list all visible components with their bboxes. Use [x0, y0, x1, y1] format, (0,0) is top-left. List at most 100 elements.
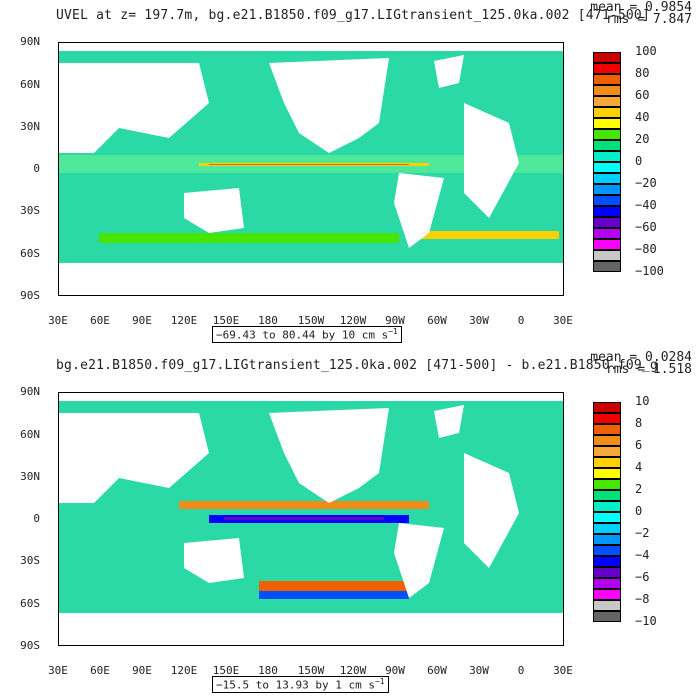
y-tick: 60S — [20, 597, 40, 610]
unit-exponent: −1 — [388, 327, 398, 336]
colorbar-swatch — [593, 402, 621, 413]
x-tick: 150E — [212, 664, 240, 677]
southern-positive — [259, 581, 409, 591]
colorbar-label: 20 — [635, 132, 650, 146]
x-tick: 90W — [385, 314, 405, 327]
colorbar-swatch — [593, 534, 621, 545]
colorbar-swatch — [593, 523, 621, 534]
colorbar-label: 4 — [635, 460, 643, 474]
mean-label: mean = 0.0284 — [590, 350, 692, 365]
equatorial-positive — [179, 501, 429, 509]
colorbar-label: −2 — [635, 526, 650, 540]
colorbar-swatch — [593, 501, 621, 512]
map-svg — [59, 393, 563, 645]
colorbar-swatch — [593, 611, 621, 622]
colorbar-swatch — [593, 545, 621, 556]
colorbar-swatch — [593, 457, 621, 468]
colorbar-swatch — [593, 556, 621, 567]
colorbar-swatch — [593, 195, 621, 206]
colorbar-swatch — [593, 424, 621, 435]
land-eurasia — [59, 413, 209, 503]
colorbar-label: 60 — [635, 88, 650, 102]
colorbar-label: 10 — [635, 394, 650, 408]
y-tick: 30N — [20, 120, 40, 133]
x-tick: 150W — [297, 314, 325, 327]
colorbar-swatch — [593, 228, 621, 239]
colorbar-label: 0 — [635, 504, 643, 518]
southern-band-east — [419, 231, 559, 239]
map-svg — [59, 43, 563, 295]
land-greenland — [434, 55, 464, 88]
colorbar-swatch — [593, 140, 621, 151]
southern-negative — [259, 591, 409, 599]
y-tick: 90N — [20, 385, 40, 398]
map-plot — [58, 392, 564, 646]
colorbar-swatch — [593, 52, 621, 63]
x-tick: 30E — [553, 664, 573, 677]
map-plot — [58, 42, 564, 296]
y-tick: 0 — [33, 512, 40, 525]
colorbar-label: −40 — [635, 198, 657, 212]
arctic — [59, 43, 563, 51]
x-tick: 30W — [469, 664, 489, 677]
antarctica — [59, 263, 563, 295]
colorbar-swatch — [593, 74, 621, 85]
colorbar-swatch — [593, 173, 621, 184]
land-eurasia — [59, 63, 209, 153]
colorbar-swatch — [593, 85, 621, 96]
contour-range-box: −69.43 to 80.44 by 10 cm s−1 — [212, 326, 402, 343]
x-tick: 120E — [170, 314, 198, 327]
colorbar-swatch — [593, 184, 621, 195]
colorbar-swatch — [593, 589, 621, 600]
x-tick: 0 — [517, 664, 525, 677]
colorbar-swatch — [593, 217, 621, 228]
x-tick: 30W — [469, 314, 489, 327]
colorbar-swatch — [593, 162, 621, 173]
land-australia — [184, 538, 244, 583]
land-north-america — [269, 58, 389, 153]
colorbar-swatch — [593, 107, 621, 118]
colorbar-swatch — [593, 413, 621, 424]
panel-title: UVEL at z= 197.7m, bg.e21.B1850.f09_g17.… — [56, 8, 650, 23]
colorbar-swatch — [593, 239, 621, 250]
colorbar-swatch — [593, 512, 621, 523]
arctic — [59, 393, 563, 401]
colorbar-swatch — [593, 578, 621, 589]
colorbar-swatch — [593, 118, 621, 129]
x-tick: 60E — [90, 664, 110, 677]
colorbar-label: −8 — [635, 592, 650, 606]
y-tick: 60N — [20, 428, 40, 441]
x-tick: 180 — [258, 664, 278, 677]
x-tick: 60E — [90, 314, 110, 327]
colorbar-label: −10 — [635, 614, 657, 628]
equatorial-negative-core — [224, 517, 384, 520]
colorbar-label: −60 — [635, 220, 657, 234]
land-north-america — [269, 408, 389, 503]
contour-range-box: −15.5 to 13.93 by 1 cm s−1 — [212, 676, 389, 693]
x-tick: 30E — [48, 314, 68, 327]
colorbar-swatch — [593, 129, 621, 140]
x-tick: 150E — [212, 314, 240, 327]
colorbar-swatch — [593, 600, 621, 611]
x-tick: 120E — [170, 664, 198, 677]
land-south-america — [394, 523, 444, 598]
colorbar-label: −4 — [635, 548, 650, 562]
equatorial-jet-core — [209, 164, 409, 165]
land-south-america — [394, 173, 444, 248]
y-tick: 60S — [20, 247, 40, 260]
x-tick: 60W — [427, 664, 447, 677]
colorbar-label: 100 — [635, 44, 657, 58]
land-africa — [464, 103, 519, 218]
rms-label: rms = 1.518 — [605, 362, 692, 377]
colorbar-swatch — [593, 567, 621, 578]
mean-label: mean = 0.9854 — [590, 0, 692, 15]
colorbar-label: 40 — [635, 110, 650, 124]
y-tick: 0 — [33, 162, 40, 175]
panel-title: bg.e21.B1850.f09_g17.LIGtransient_125.0k… — [56, 358, 658, 373]
x-tick: 180 — [258, 314, 278, 327]
contour-range-text: −69.43 to 80.44 by 10 cm s — [216, 328, 389, 342]
y-tick: 60N — [20, 78, 40, 91]
contour-range-text: −15.5 to 13.93 by 1 cm s — [216, 678, 375, 692]
colorbar-swatch — [593, 151, 621, 162]
colorbar-label: 8 — [635, 416, 643, 430]
